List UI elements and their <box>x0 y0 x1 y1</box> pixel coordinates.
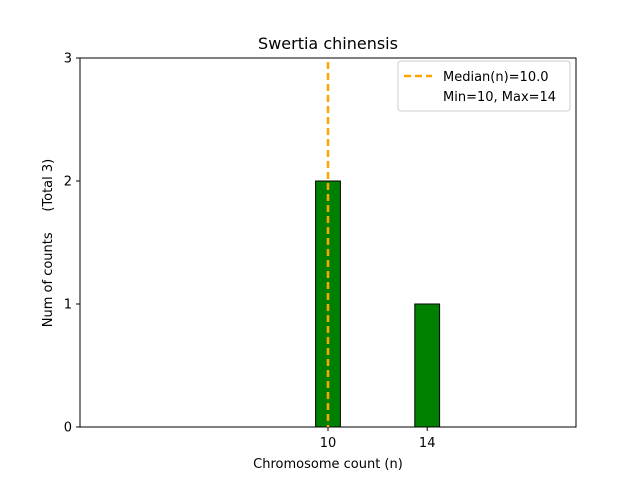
bar-14 <box>414 303 441 428</box>
y-axis-label: Num of counts (Total 3) <box>41 159 56 327</box>
legend: Median(n)=10.0 Min=10, Max=14 <box>397 60 571 112</box>
legend-box <box>397 60 571 112</box>
legend-entry-range: Min=10, Max=14 <box>443 90 556 105</box>
x-axis-label: Chromosome count (n) <box>253 457 403 472</box>
x-tick-label: 10 <box>320 436 337 451</box>
y-tick-label: 0 <box>64 421 72 436</box>
y-tick-label: 2 <box>64 175 72 190</box>
x-tick-label: 14 <box>419 436 436 451</box>
chart-title: Swertia chinensis <box>258 34 398 53</box>
legend-entry-median: Median(n)=10.0 <box>443 70 549 85</box>
y-tick-label: 3 <box>64 52 72 67</box>
y-tick-label: 1 <box>64 298 72 313</box>
plot-area: 0 1 2 3 10 14 <box>64 52 577 451</box>
